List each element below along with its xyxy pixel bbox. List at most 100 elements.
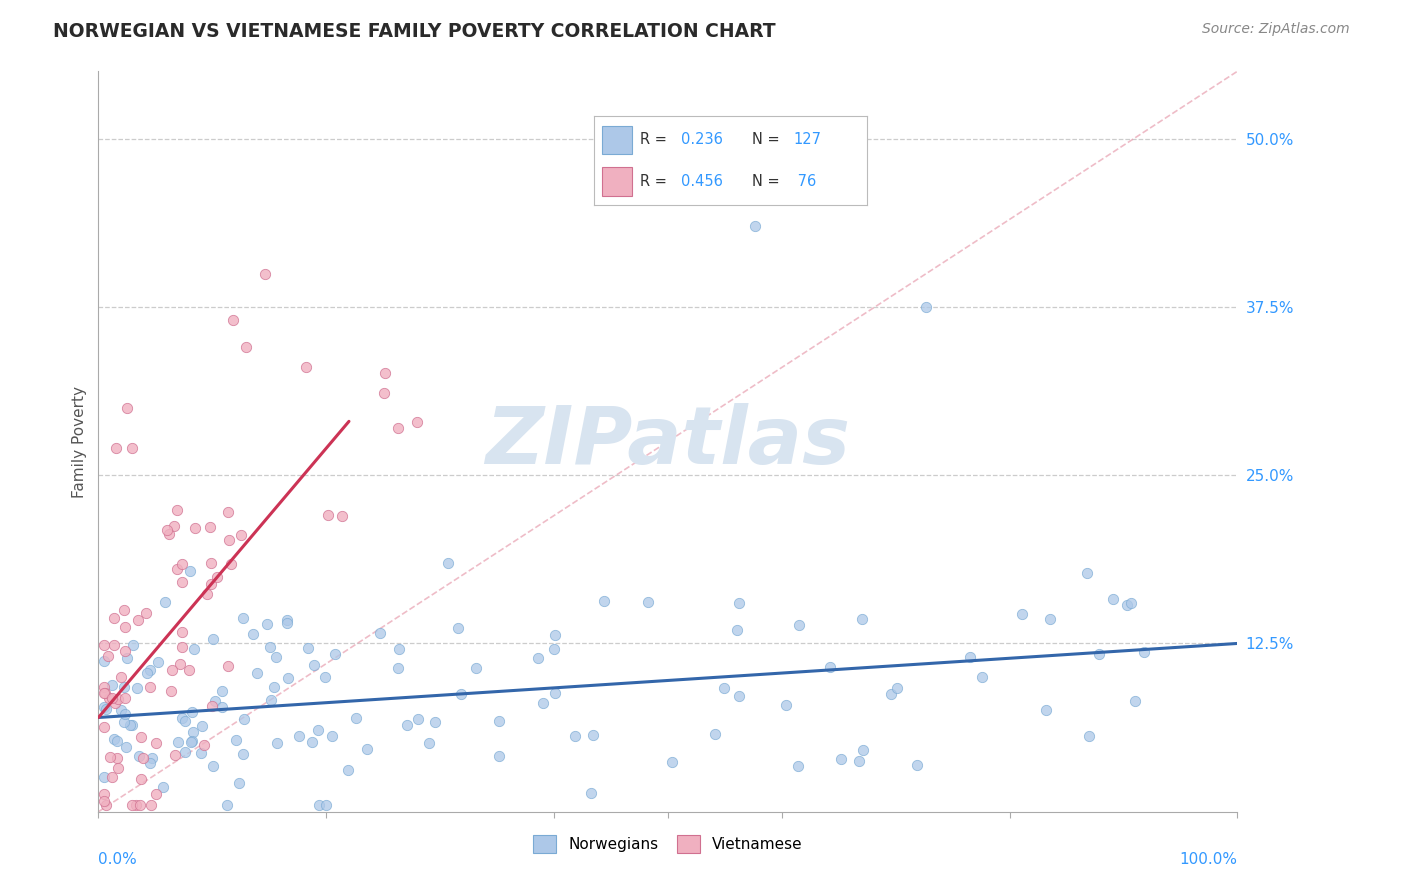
Point bbox=[488, 714, 510, 729]
Point bbox=[104, 442, 127, 456]
Text: 127: 127 bbox=[793, 132, 821, 147]
Point bbox=[160, 663, 183, 677]
Point bbox=[180, 734, 202, 748]
Point bbox=[121, 718, 143, 732]
Point bbox=[276, 616, 298, 631]
Point bbox=[107, 761, 129, 775]
Point bbox=[115, 739, 138, 754]
Point bbox=[543, 642, 565, 657]
Point bbox=[121, 797, 143, 812]
Point bbox=[101, 678, 124, 692]
Point bbox=[211, 683, 233, 698]
Text: N =: N = bbox=[752, 132, 785, 147]
Point bbox=[464, 661, 486, 675]
Point bbox=[191, 719, 214, 733]
Point bbox=[93, 794, 115, 808]
Point bbox=[170, 557, 193, 571]
Point bbox=[1011, 607, 1033, 622]
Point bbox=[316, 508, 339, 523]
Point bbox=[173, 714, 195, 728]
Point bbox=[93, 638, 115, 652]
Point bbox=[544, 628, 567, 642]
Point bbox=[287, 729, 309, 743]
Point bbox=[101, 770, 124, 784]
Point bbox=[93, 770, 115, 784]
Point bbox=[1078, 729, 1101, 743]
Point bbox=[145, 787, 167, 801]
Point bbox=[259, 640, 281, 655]
Point bbox=[135, 666, 157, 681]
Point bbox=[211, 699, 233, 714]
Point bbox=[202, 758, 225, 772]
Point bbox=[96, 648, 118, 663]
Text: R =: R = bbox=[640, 174, 672, 189]
Point bbox=[105, 733, 128, 747]
Text: 0.456: 0.456 bbox=[682, 174, 723, 189]
Point bbox=[531, 696, 554, 710]
Point bbox=[204, 694, 226, 708]
Point bbox=[152, 780, 174, 795]
Point bbox=[173, 745, 195, 759]
Point bbox=[301, 735, 323, 749]
Point bbox=[141, 797, 163, 812]
Point bbox=[233, 712, 256, 726]
Point bbox=[222, 313, 245, 327]
Point bbox=[183, 521, 205, 535]
Point bbox=[101, 690, 124, 705]
Point bbox=[725, 623, 748, 637]
Point bbox=[93, 681, 115, 695]
Point bbox=[447, 622, 470, 636]
Point bbox=[246, 666, 269, 681]
Point bbox=[112, 603, 135, 617]
Point bbox=[160, 684, 183, 698]
Point bbox=[166, 503, 188, 517]
Point bbox=[263, 680, 285, 694]
Point bbox=[202, 632, 225, 646]
Point bbox=[321, 729, 343, 743]
Point bbox=[544, 686, 567, 700]
Point bbox=[253, 267, 276, 281]
Point bbox=[436, 556, 458, 570]
Point bbox=[526, 651, 548, 665]
Point bbox=[94, 686, 117, 700]
Point bbox=[406, 416, 429, 430]
Point bbox=[172, 710, 194, 724]
Point bbox=[201, 699, 224, 714]
Point bbox=[145, 737, 167, 751]
Point bbox=[118, 718, 141, 732]
Point bbox=[323, 647, 346, 661]
Point bbox=[356, 742, 378, 756]
Point bbox=[406, 712, 429, 726]
Point bbox=[368, 626, 391, 640]
Point bbox=[132, 751, 155, 765]
Point bbox=[115, 401, 138, 415]
Point bbox=[146, 655, 169, 669]
Point bbox=[97, 691, 120, 706]
Point bbox=[125, 681, 148, 696]
Point bbox=[728, 596, 751, 610]
Point bbox=[198, 520, 221, 534]
Text: Source: ZipAtlas.com: Source: ZipAtlas.com bbox=[1202, 22, 1350, 37]
Point bbox=[215, 797, 238, 812]
Point bbox=[307, 723, 329, 737]
Point bbox=[207, 570, 229, 584]
Point bbox=[170, 640, 193, 654]
Point bbox=[110, 702, 132, 716]
Point bbox=[163, 747, 186, 762]
Point bbox=[232, 747, 254, 761]
Point bbox=[308, 797, 330, 812]
Point bbox=[344, 711, 367, 725]
Point bbox=[104, 696, 127, 710]
Point bbox=[450, 688, 472, 702]
Point bbox=[1119, 596, 1142, 610]
Point bbox=[128, 749, 150, 764]
Point bbox=[315, 797, 337, 812]
Point bbox=[775, 698, 797, 713]
Point bbox=[169, 657, 191, 671]
Point bbox=[564, 729, 586, 743]
Point bbox=[114, 644, 136, 658]
Point bbox=[94, 701, 117, 715]
Point bbox=[114, 690, 136, 705]
Point bbox=[190, 746, 212, 760]
Point bbox=[107, 692, 129, 706]
